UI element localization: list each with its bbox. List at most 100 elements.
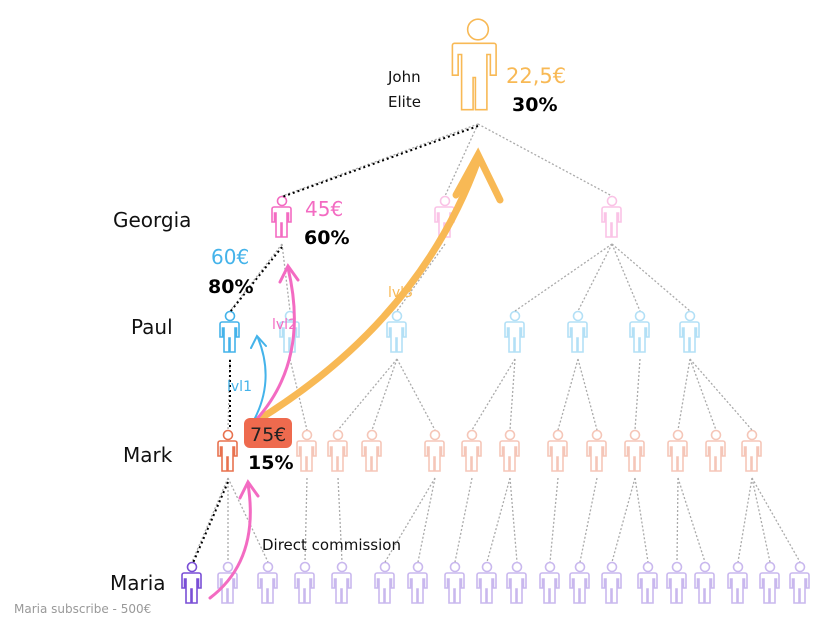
head [591,429,603,441]
amount: 75€ [250,424,286,446]
link [579,477,598,563]
head [544,561,556,573]
head [439,195,451,207]
amount: 22,5€ [506,64,566,88]
body [569,572,590,604]
person-icon [624,429,645,472]
body [294,572,315,604]
head [606,561,618,573]
link [751,477,771,563]
person-icon [789,561,810,604]
link [471,358,516,431]
person-icon [629,310,650,353]
head [412,561,424,573]
body [679,321,700,353]
body [547,440,568,472]
person-icon [361,429,382,472]
person-icon [327,429,348,472]
person-icon [601,561,622,604]
person-icon [374,561,395,604]
body [586,440,607,472]
arrow-direct [208,482,252,600]
link [192,481,229,564]
person-icon [499,429,520,472]
link [396,358,436,431]
rate: 15% [248,452,293,474]
person-icon [637,561,658,604]
person-rank: Elite [388,93,421,111]
head [509,310,521,322]
head [504,429,516,441]
person-icon [424,429,445,472]
person-icon [271,195,292,238]
person-icon [296,429,317,472]
person-icon [586,429,607,472]
person-icon [679,310,700,353]
link [227,477,269,563]
body [629,321,650,353]
link [486,477,511,563]
person-icon [217,429,238,472]
link [557,358,579,431]
link [737,477,753,563]
link [549,477,559,563]
person-icon [666,561,687,604]
person-icon [386,310,407,353]
head [299,561,311,573]
head [629,429,641,441]
body [181,572,202,604]
person-icon [547,429,568,472]
rate: 60% [304,227,349,249]
person-name: Paul [131,315,173,339]
head [746,429,758,441]
arrow-lvl2 [254,266,296,422]
person-icon [667,429,688,472]
connections [191,123,801,563]
person-icon [567,310,588,353]
head [449,561,461,573]
person-icon [451,18,497,111]
body [567,321,588,353]
head [481,561,493,573]
body [361,440,382,472]
body [667,440,688,472]
person-name: Georgia [113,208,191,232]
arrow-label: lvl1 [227,379,252,395]
body [637,572,658,604]
body [461,440,482,472]
arrowhead [250,334,267,349]
link [396,243,446,312]
person-icon [294,561,315,604]
body [727,572,748,604]
link [689,358,753,431]
body [666,572,687,604]
body [296,440,317,472]
head [336,561,348,573]
person-icon [181,561,202,604]
rate: 80% [208,276,253,298]
link [751,477,801,563]
arrowhead [238,479,260,500]
arrow-lvl3 [254,156,482,424]
head [672,429,684,441]
person-icon [461,429,482,472]
person-icon [444,561,465,604]
body [539,572,560,604]
body [499,440,520,472]
footer: Maria subscribe - 500€ [14,602,151,616]
person-icon [569,561,590,604]
body [424,440,445,472]
person-icon [506,561,527,604]
head [222,429,234,441]
head [222,561,234,573]
head [429,429,441,441]
arrow-lvl1 [253,337,267,421]
body [451,42,497,111]
highlight-box [244,418,292,448]
link [384,477,436,563]
head [186,561,198,573]
person-icon [601,195,622,238]
head [379,561,391,573]
amount: 45€ [305,197,343,221]
